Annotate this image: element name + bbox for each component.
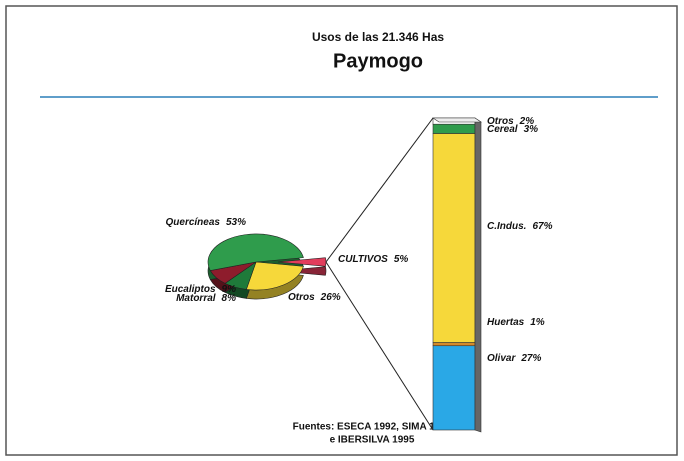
pie-slice [277, 266, 327, 276]
label-name: Matorral [176, 293, 216, 304]
label-value: 2% [519, 116, 535, 127]
bar-segment [432, 342, 476, 347]
label-name: Olivar [487, 353, 516, 364]
label-name: Otros [288, 292, 315, 303]
data-label: Eucaliptos 9% [165, 284, 236, 295]
label-name: Cereal [487, 124, 518, 135]
bar-side [474, 117, 482, 433]
label-value: 26% [320, 292, 341, 303]
label-name: Quercíneas [166, 217, 221, 228]
data-label: Otros 26% [288, 292, 341, 303]
label-name: C.Indus. [487, 221, 526, 232]
label-value: 1% [530, 317, 545, 328]
label-value: 9% [222, 284, 237, 295]
label-value: 5% [394, 254, 409, 265]
source: e IBERSILVA 1995 [330, 435, 415, 446]
label-name: Otros [487, 116, 514, 127]
bar-segment [432, 133, 476, 343]
connector [325, 117, 434, 263]
data-label: Quercíneas 53% [166, 217, 247, 228]
pie-slice [245, 261, 304, 291]
label-value: 3% [524, 124, 539, 135]
chart-subtitle: Paymogo [333, 50, 423, 72]
chart-title: Usos de las 21.346 Has [312, 30, 444, 44]
bar-top [432, 117, 482, 123]
data-label: Otros 2% [487, 116, 534, 127]
data-label: C.Indus. 67% [487, 221, 553, 232]
label-name: Eucaliptos [165, 284, 216, 295]
bar-segment [432, 123, 476, 134]
frame [5, 5, 678, 456]
data-label: Olivar 27% [487, 353, 541, 364]
label-value: 53% [226, 217, 246, 228]
data-label: Cereal 3% [487, 124, 538, 135]
label-name: CULTIVOS [338, 254, 388, 265]
bar-segment [432, 345, 476, 431]
pie-slice [207, 233, 304, 271]
data-label: Huertas 1% [487, 317, 545, 328]
source: Fuentes: ESECA 1992, SIMA 1995 [293, 422, 452, 433]
data-label: CULTIVOS 5% [338, 254, 408, 265]
data-label: Matorral 8% [176, 293, 236, 304]
label-value: 8% [222, 293, 237, 304]
connector [325, 261, 434, 431]
label-value: 27% [520, 353, 541, 364]
label-value: 67% [532, 221, 552, 232]
label-name: Huertas [487, 317, 525, 328]
